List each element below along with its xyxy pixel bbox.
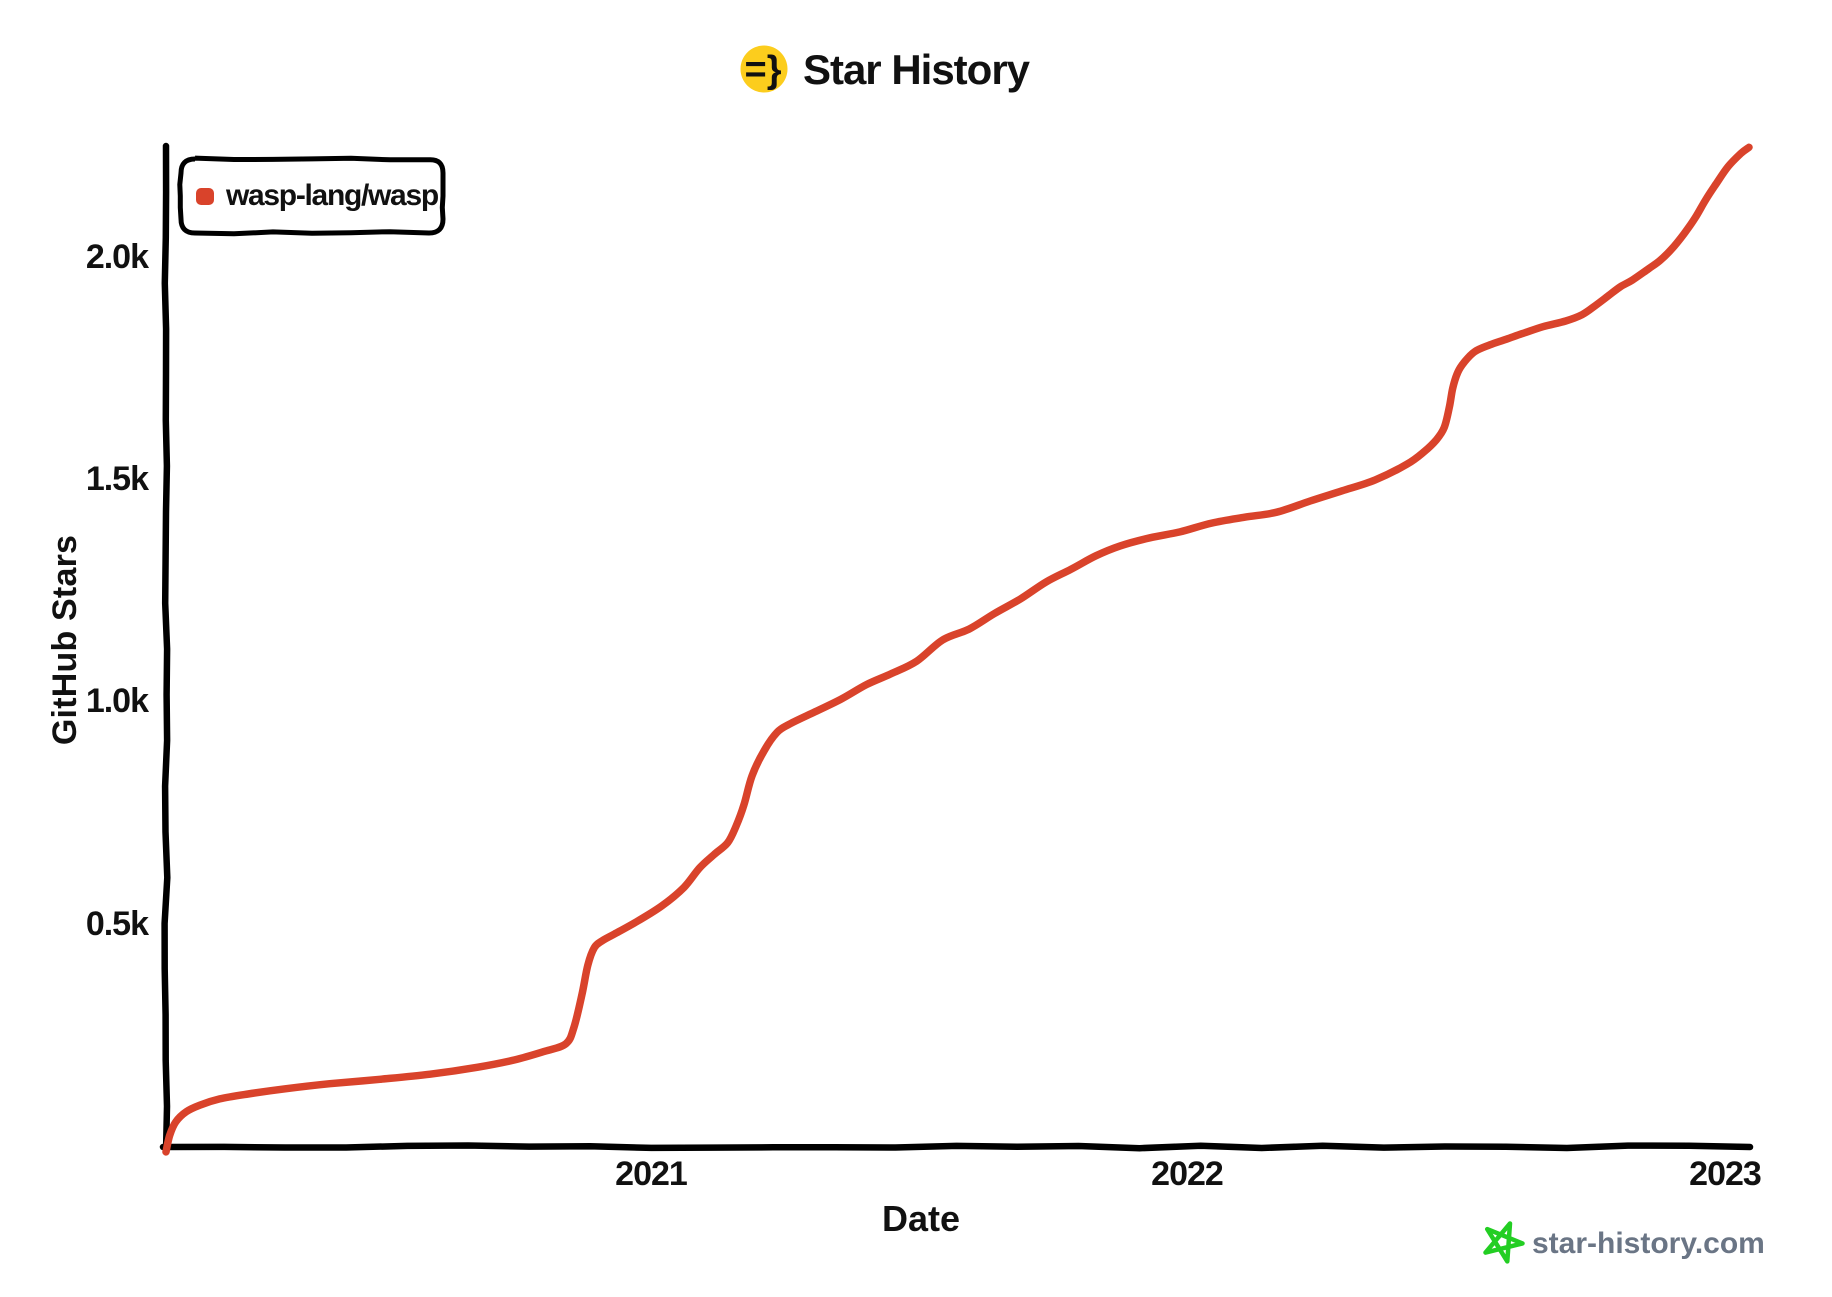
svg-text:Star History: Star History [803, 46, 1031, 93]
svg-text:GitHub Stars: GitHub Stars [46, 535, 84, 745]
svg-text:2022: 2022 [1151, 1155, 1223, 1193]
svg-text:2.0k: 2.0k [86, 238, 149, 276]
svg-text:=}: =} [745, 49, 782, 91]
svg-text:2023: 2023 [1689, 1155, 1761, 1193]
svg-text:2021: 2021 [615, 1155, 687, 1193]
svg-text:Date: Date [882, 1198, 960, 1239]
svg-text:0.5k: 0.5k [86, 905, 149, 943]
svg-text:wasp-lang/wasp: wasp-lang/wasp [225, 179, 439, 212]
svg-text:1.0k: 1.0k [86, 682, 149, 720]
svg-text:1.5k: 1.5k [86, 460, 149, 498]
svg-text:star-history.com: star-history.com [1532, 1227, 1765, 1260]
